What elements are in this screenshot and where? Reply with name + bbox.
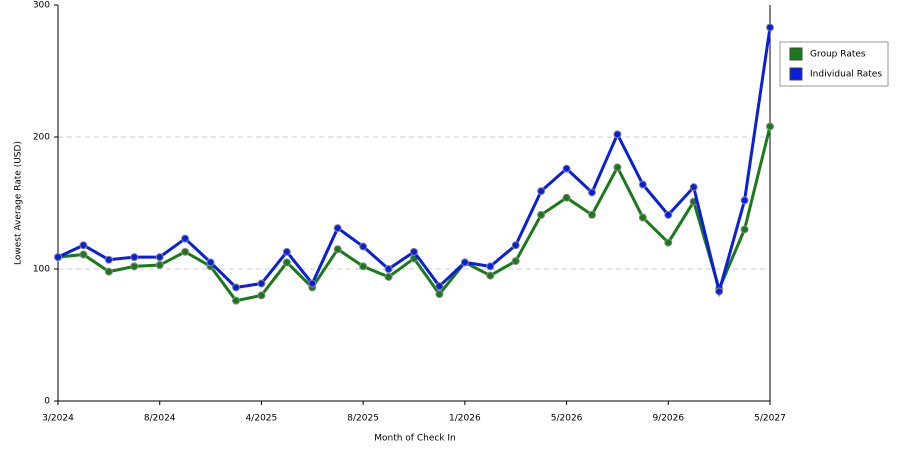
point bbox=[562, 164, 571, 173]
point bbox=[333, 224, 342, 233]
point bbox=[715, 287, 724, 296]
point bbox=[130, 262, 139, 271]
x-tick-label: 5/2026 bbox=[551, 414, 583, 424]
point bbox=[689, 183, 698, 192]
point bbox=[282, 247, 291, 256]
point bbox=[435, 290, 444, 299]
x-tick-label: 8/2024 bbox=[144, 414, 176, 424]
point bbox=[232, 296, 240, 305]
point bbox=[130, 253, 139, 262]
point bbox=[54, 253, 62, 262]
point bbox=[79, 241, 88, 250]
point bbox=[486, 262, 495, 271]
point bbox=[232, 283, 240, 292]
x-tick-label: 9/2026 bbox=[652, 414, 684, 424]
point bbox=[613, 163, 622, 172]
point bbox=[181, 247, 190, 256]
point bbox=[537, 187, 546, 196]
point bbox=[104, 255, 113, 264]
x-axis-label: Month of Check In bbox=[374, 434, 456, 444]
point bbox=[460, 258, 469, 267]
point bbox=[511, 241, 520, 250]
legend-label: Individual Rates bbox=[810, 70, 882, 80]
point bbox=[181, 234, 190, 243]
y-axis-label: Lowest Average Rate (USD) bbox=[14, 141, 24, 265]
y-tick-label: 300 bbox=[33, 1, 50, 11]
point bbox=[359, 242, 368, 251]
point bbox=[359, 262, 368, 271]
y-tick-label: 100 bbox=[33, 265, 50, 275]
point bbox=[282, 258, 291, 267]
point bbox=[664, 238, 673, 247]
x-tick-label: 4/2025 bbox=[246, 414, 278, 424]
legend-swatch bbox=[789, 47, 803, 61]
point bbox=[766, 23, 774, 32]
x-tick-label: 8/2025 bbox=[347, 414, 379, 424]
x-tick-label: 3/2024 bbox=[42, 414, 74, 424]
point bbox=[638, 180, 647, 189]
point bbox=[435, 282, 444, 291]
point bbox=[155, 253, 164, 262]
point bbox=[537, 210, 546, 219]
x-tick-label: 1/2026 bbox=[449, 414, 481, 424]
point bbox=[740, 196, 749, 205]
point bbox=[104, 267, 113, 276]
point bbox=[257, 291, 266, 300]
y-tick-label: 0 bbox=[44, 397, 50, 407]
point bbox=[384, 272, 393, 281]
point bbox=[766, 122, 774, 131]
y-tick-label: 200 bbox=[33, 133, 50, 143]
point bbox=[588, 188, 596, 197]
point bbox=[638, 213, 647, 222]
point bbox=[333, 245, 342, 254]
point bbox=[257, 279, 266, 288]
point bbox=[155, 261, 164, 270]
point bbox=[613, 130, 622, 139]
point bbox=[308, 279, 317, 288]
point bbox=[664, 210, 673, 219]
legend-swatch bbox=[789, 67, 803, 81]
x-tick-label: 5/2027 bbox=[754, 414, 786, 424]
point bbox=[206, 258, 215, 267]
point bbox=[588, 210, 596, 219]
point bbox=[562, 193, 571, 202]
point bbox=[740, 225, 749, 234]
point bbox=[511, 257, 520, 266]
point bbox=[486, 271, 495, 280]
legend-label: Group Rates bbox=[810, 50, 866, 60]
point bbox=[384, 265, 393, 273]
point bbox=[79, 250, 88, 259]
point bbox=[410, 247, 418, 256]
